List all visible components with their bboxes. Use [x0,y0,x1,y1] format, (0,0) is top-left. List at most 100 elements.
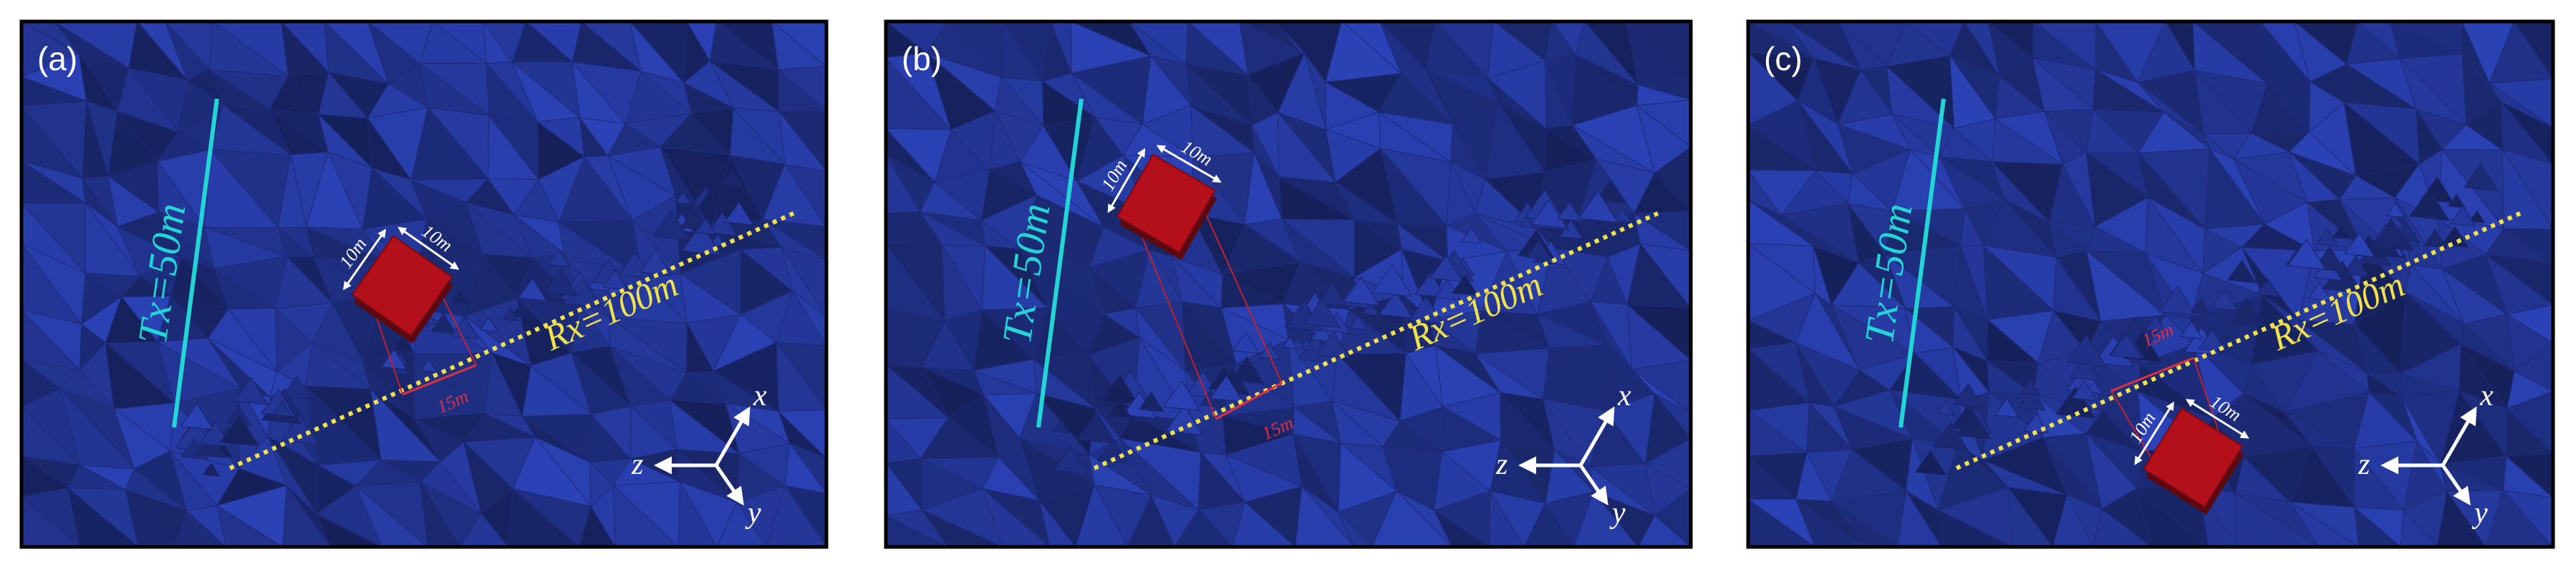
panel-label: (a) [37,40,77,77]
mesh-facet [1897,490,1942,547]
mesh-facet [2179,321,2204,339]
mesh-facet [2234,493,2320,547]
mesh-facet [1489,490,1525,547]
mesh-facet [1591,218,1609,233]
mesh-facet [720,169,743,188]
mesh-facet [1748,498,1815,547]
mesh-facet [501,307,520,321]
mesh-facet [2229,298,2266,327]
mesh-facet [1138,391,1164,412]
mesh-facet [694,217,718,236]
mesh-facet [1557,201,1583,222]
mesh-facet [2386,202,2406,218]
mesh-facet [219,415,260,447]
offset-line [2111,357,2194,392]
mesh-facet [2423,228,2448,249]
rx-line [228,211,795,470]
mesh-facet [450,289,470,305]
mesh-facet [1596,179,1626,204]
dimension-arrow [343,228,387,291]
mesh-facet [2093,508,2153,547]
mesh-facet [2463,163,2499,192]
panel-border [884,19,1693,549]
mesh-facet [716,501,767,547]
mesh-facet [2287,238,2327,270]
dimension-arrow [2185,399,2249,439]
mesh-facet [1613,207,1632,223]
mesh-facet [1108,399,1132,419]
axis-label: x [753,379,767,412]
mesh-facet [747,171,763,184]
mesh-facet [2343,255,2370,277]
mesh-facet [1075,483,1128,547]
mesh-facet [1303,298,1341,329]
mesh-facet [1174,509,1233,547]
mesh-facet [392,334,414,352]
mesh-facet [2307,281,2333,301]
mesh-facet [2315,228,2339,247]
mesh-facet [2394,234,2415,251]
mesh-facet [547,248,571,268]
mesh-facet [1295,485,1355,547]
panel-label: (c) [1764,40,1803,77]
mesh-facet [1433,509,1490,547]
axis-label: x [2479,379,2494,412]
mesh-facet [1637,515,1691,547]
mesh-facet [1162,380,1202,412]
mesh-facet [677,480,718,547]
mesh-facet [517,277,548,302]
mesh-facet [1831,500,1899,547]
mesh-facet [1310,323,1334,342]
mesh-facet [281,375,312,399]
mesh-facet [1258,342,1281,360]
mesh-facet [1937,509,2013,547]
mesh-facet [1577,190,1619,223]
mesh-facet [67,487,140,547]
mesh-facet [2469,210,2486,223]
mesh-facet [1343,276,1380,306]
mesh-facet [1316,281,1349,307]
mesh-facet [1232,331,1260,354]
mesh-facet [602,269,629,291]
mesh-facet [2343,232,2375,258]
mesh-facet [202,462,221,477]
mesh-facet [180,403,214,430]
mesh-facet [2197,329,2227,352]
mesh-facet [2333,224,2351,240]
mesh-facet [1434,278,1462,301]
mesh-facet [1316,330,1351,359]
mesh-facet [1953,383,1984,408]
mesh-facet [2052,494,2094,547]
mesh-facet [280,414,319,445]
panel-border [19,19,829,549]
mesh-facet [1914,450,1947,476]
mesh-facet [1573,491,1639,547]
mesh-facet [1298,338,1316,352]
mesh-facet [216,505,284,547]
tx-line [172,98,219,428]
mesh-facet [2145,315,2167,333]
mesh-facet [1338,511,1373,547]
mesh-facet [173,510,227,547]
mesh-facet [1408,296,1444,324]
mesh-facet [920,508,1003,547]
axis-arrow [1578,406,1615,467]
offset-line [1215,382,1283,420]
mesh-facet [1371,490,1453,547]
dimension-arrow [1156,145,1222,183]
mesh-facet [1414,271,1447,299]
mesh-facet [698,185,730,210]
mesh-facet [2136,487,2209,547]
mesh-facet [1282,336,1298,349]
offset-line [402,364,477,396]
mesh-facet [355,485,428,547]
mesh-facet [1164,404,1204,436]
mesh-facet [1936,400,1956,416]
axis-label: y [1609,497,1626,530]
mesh-facet [2020,379,2041,396]
mesh-facet [1232,501,1296,547]
mesh-facet [511,302,531,319]
mesh-facet [1429,254,1464,282]
